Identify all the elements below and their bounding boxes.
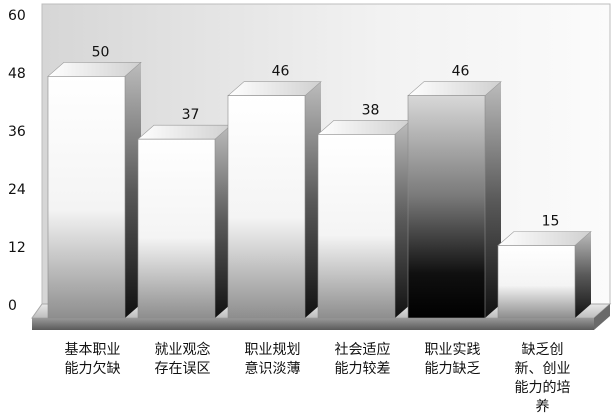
data-label: 46 (452, 64, 470, 80)
bar-top (227, 81, 322, 96)
category-label: 能力的培 (515, 380, 571, 396)
bar-top (137, 124, 232, 140)
bar (137, 124, 232, 319)
data-label: 46 (272, 64, 290, 80)
bar (407, 81, 502, 319)
bar-top (317, 120, 412, 135)
data-label: 38 (362, 102, 380, 118)
bar-top (407, 81, 502, 96)
plot-floor-front (32, 318, 594, 330)
category-label: 能力欠缺 (65, 361, 121, 377)
category-label: 职业实践 (425, 342, 481, 358)
bar-front (317, 134, 396, 319)
bar-side (215, 125, 231, 319)
bar-side (485, 81, 501, 319)
y-tick-label: 36 (8, 124, 26, 140)
bar (47, 62, 142, 319)
bar-side (125, 62, 141, 319)
bar-front (47, 76, 126, 319)
bar-front (227, 95, 306, 319)
bar-side (395, 120, 411, 318)
category-label: 职业规划 (245, 342, 301, 358)
data-label: 15 (542, 214, 560, 230)
category-label: 养 (536, 399, 550, 415)
y-tick-label: 60 (8, 8, 26, 24)
bar-top (497, 231, 592, 246)
category-label: 能力较差 (335, 361, 391, 377)
y-tick-label: 0 (8, 298, 17, 314)
data-labels: 50 37 46 38 46 15 (92, 44, 560, 229)
bar-front (137, 138, 216, 319)
bar-top (47, 62, 142, 77)
bar (317, 120, 412, 319)
y-tick-label: 48 (8, 66, 26, 82)
bar-front (497, 245, 576, 319)
category-label: 新、创业 (515, 361, 571, 377)
category-label: 社会适应 (335, 341, 391, 358)
category-label: 缺乏创 (522, 342, 564, 358)
y-tick-label: 12 (8, 240, 26, 256)
plot-floor-side (594, 304, 610, 330)
bar-front (407, 95, 486, 319)
bar (227, 81, 322, 319)
data-label: 37 (182, 107, 200, 123)
y-tick-label: 24 (8, 182, 26, 198)
category-label: 就业观念 (155, 341, 211, 358)
category-label: 能力缺乏 (425, 361, 481, 377)
category-label: 基本职业 (65, 341, 121, 358)
bar (497, 231, 592, 319)
data-label: 50 (92, 44, 110, 60)
bar-side (305, 81, 321, 319)
category-label: 存在误区 (155, 361, 211, 377)
bars (47, 62, 592, 319)
bar-side (575, 231, 591, 318)
category-label: 意识淡薄 (245, 360, 301, 377)
y-axis: 0 12 24 36 48 60 (8, 8, 26, 314)
